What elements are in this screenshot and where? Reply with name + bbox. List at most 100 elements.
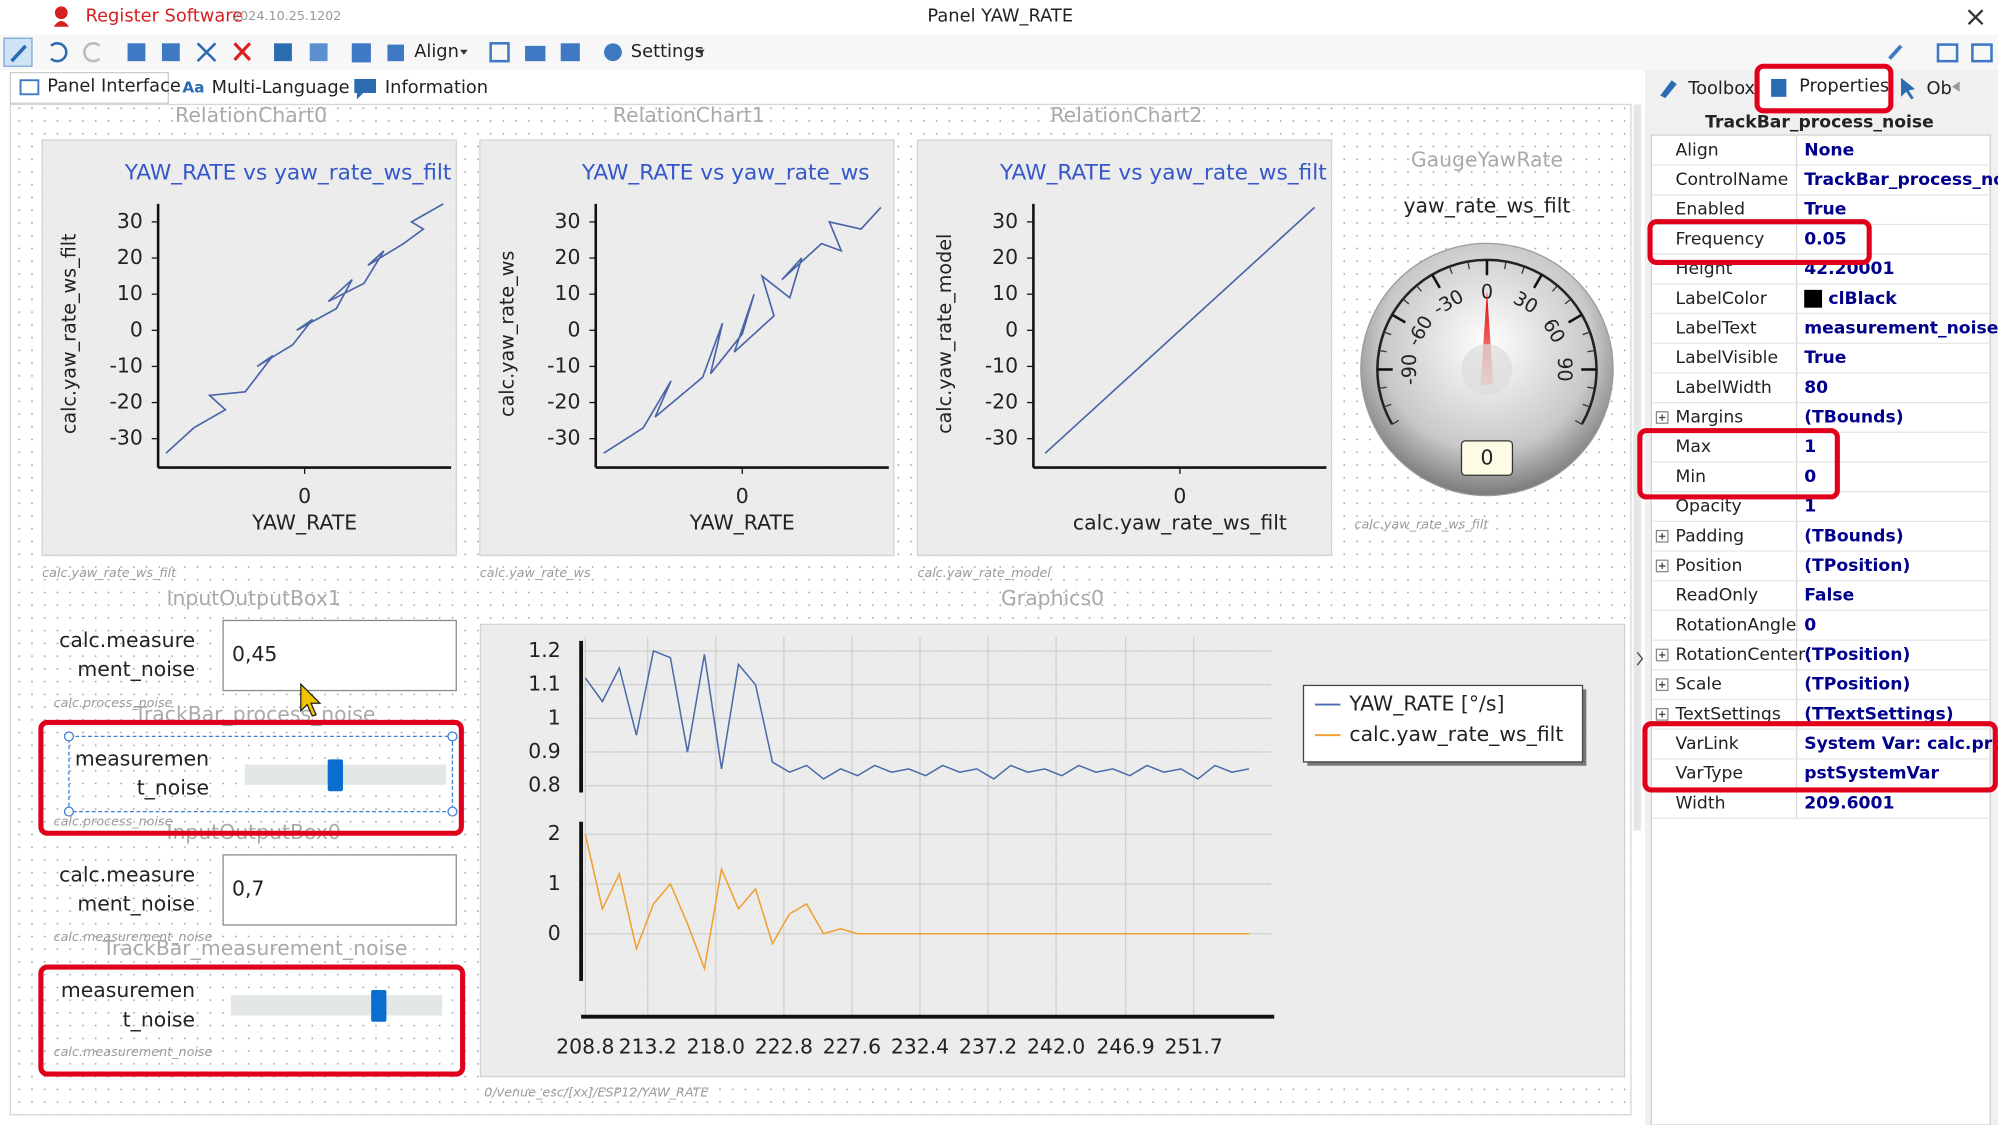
app-name: Register Software <box>85 6 243 27</box>
selection-frame <box>68 735 454 813</box>
tab[interactable]: Toolbox <box>1687 78 1755 99</box>
y-tick-label: 0 <box>548 921 561 945</box>
y-tick-label: -10 <box>547 353 580 377</box>
x-axis-label: calc.yaw_rate_ws_filt <box>1073 511 1287 535</box>
property-value[interactable]: (TTextSettings) <box>1804 704 1953 724</box>
x-tick-label: 232.4 <box>891 1034 949 1058</box>
app-version: 2024.10.25.1202 <box>232 9 341 24</box>
property-value[interactable]: 209.6001 <box>1804 793 1894 813</box>
gauge-minor-tick <box>1416 285 1422 292</box>
toolbar-bg <box>0 34 1998 71</box>
splitter-arrow[interactable] <box>1636 651 1644 666</box>
io-input[interactable] <box>222 619 457 692</box>
chart-panel[interactable] <box>41 139 457 557</box>
scroll-arrow[interactable] <box>1952 81 1960 92</box>
property-name: Margins <box>1676 408 1744 428</box>
close-button[interactable] <box>1967 9 1984 26</box>
gauge-value: 0 <box>1480 446 1493 470</box>
selection-handle[interactable] <box>447 731 458 742</box>
chart-title: YAW_RATE vs yaw_rate_ws <box>581 160 870 185</box>
y-tick-label: 1.1 <box>528 672 560 696</box>
property-value[interactable]: 1 <box>1804 497 1816 517</box>
tab[interactable]: Panel Interface <box>47 76 181 97</box>
cut-button[interactable] <box>196 42 217 63</box>
property-value[interactable]: clBlack <box>1828 289 1897 309</box>
selection-handle[interactable] <box>63 806 75 817</box>
x-tick-label: 208.8 <box>556 1034 614 1058</box>
selection-handle[interactable] <box>447 806 458 817</box>
y-tick-label: -20 <box>985 390 1018 414</box>
undo-button[interactable] <box>50 42 68 63</box>
variable-link: calc.yaw_rate_ws_filt <box>1354 517 1489 532</box>
logo <box>54 6 68 20</box>
y-tick-label: 0 <box>1005 317 1018 341</box>
property-value[interactable]: TrackBar_process_nois <box>1804 170 1998 190</box>
variable-link: calc.process_noise <box>54 814 173 829</box>
tab[interactable]: Ob <box>1927 78 1952 99</box>
trackbar-thumb[interactable] <box>371 989 387 1022</box>
gauge-minor-tick <box>1551 285 1558 292</box>
settings-menu[interactable]: Settings <box>631 41 704 62</box>
data-line <box>1044 206 1316 454</box>
trackbar-thumb[interactable] <box>327 759 343 792</box>
paste-button[interactable] <box>161 43 180 62</box>
copy-button[interactable] <box>127 43 146 62</box>
property-name: LabelVisible <box>1676 348 1779 368</box>
property-value[interactable]: True <box>1804 348 1846 368</box>
data-line <box>584 649 1250 780</box>
gauge-label: yaw_rate_ws_filt <box>1404 193 1571 217</box>
property-value[interactable]: False <box>1804 586 1854 606</box>
property-value[interactable]: pstSystemVar <box>1804 764 1939 784</box>
selection-handle[interactable] <box>63 731 75 742</box>
property-name: Padding <box>1676 526 1745 546</box>
property-value[interactable]: (TBounds) <box>1804 526 1903 546</box>
property-value[interactable]: (TPosition) <box>1804 645 1910 665</box>
tab[interactable]: Properties <box>1799 76 1889 97</box>
property-value[interactable]: 0.05 <box>1804 229 1846 249</box>
back-button[interactable] <box>309 43 328 62</box>
window-button[interactable] <box>1936 43 1959 63</box>
icon <box>10 44 27 63</box>
property-value[interactable]: True <box>1804 200 1846 220</box>
property-value[interactable]: System Var: calc.proces <box>1804 734 1998 754</box>
delete-button[interactable] <box>233 42 252 61</box>
gauge-minor-tick <box>1564 298 1572 305</box>
gauge-minor-tick <box>1582 403 1591 408</box>
io-input[interactable] <box>222 854 457 926</box>
tab[interactable]: Information <box>385 77 488 98</box>
tab-active[interactable] <box>9 71 169 104</box>
title-bar: Register Software 2024.10.25.1202 Panel … <box>53 6 1984 27</box>
property-value[interactable]: 80 <box>1804 378 1828 398</box>
property-value[interactable]: (TBounds) <box>1804 408 1903 428</box>
property-name: VarType <box>1676 764 1743 784</box>
variable-link: calc.measurement_noise <box>54 1045 213 1060</box>
chart-panel[interactable] <box>916 139 1333 557</box>
tab-icon: Aa <box>182 78 204 96</box>
property-value[interactable]: measurement_noise <box>1804 318 1998 338</box>
new-button[interactable] <box>489 42 510 63</box>
gauge-minor-tick <box>1504 261 1507 270</box>
align-menu[interactable]: Align <box>414 41 459 62</box>
redo-button[interactable] <box>83 42 101 63</box>
x-tick-label: 0 <box>298 484 311 508</box>
tools-button[interactable] <box>1888 44 1903 60</box>
chart-panel[interactable] <box>479 139 895 557</box>
property-value[interactable]: (TPosition) <box>1804 556 1910 576</box>
select-button[interactable] <box>351 43 371 63</box>
tab[interactable]: Multi-Language <box>212 77 350 98</box>
property-value[interactable]: 0 <box>1804 615 1816 635</box>
properties-panel: Toolbox Properties Ob TrackBar_process_n… <box>1644 70 1998 1125</box>
window-button[interactable] <box>1971 43 1993 63</box>
component-name: InputOutputBox1 <box>166 586 340 610</box>
property-value[interactable]: 1 <box>1804 437 1816 457</box>
x-tick-label: 222.8 <box>755 1034 813 1058</box>
y-tick-label: -20 <box>110 390 143 414</box>
property-value[interactable]: None <box>1804 140 1854 160</box>
open-button[interactable] <box>525 45 546 62</box>
variable-link: 0/venue_esc/[xx]/ESP12/YAW_RATE <box>484 1086 709 1101</box>
save-button[interactable] <box>560 43 580 62</box>
property-value[interactable]: (TPosition) <box>1804 675 1910 695</box>
front-button[interactable] <box>274 43 292 62</box>
property-value[interactable]: 0 <box>1804 467 1816 487</box>
data-line <box>584 834 1249 972</box>
